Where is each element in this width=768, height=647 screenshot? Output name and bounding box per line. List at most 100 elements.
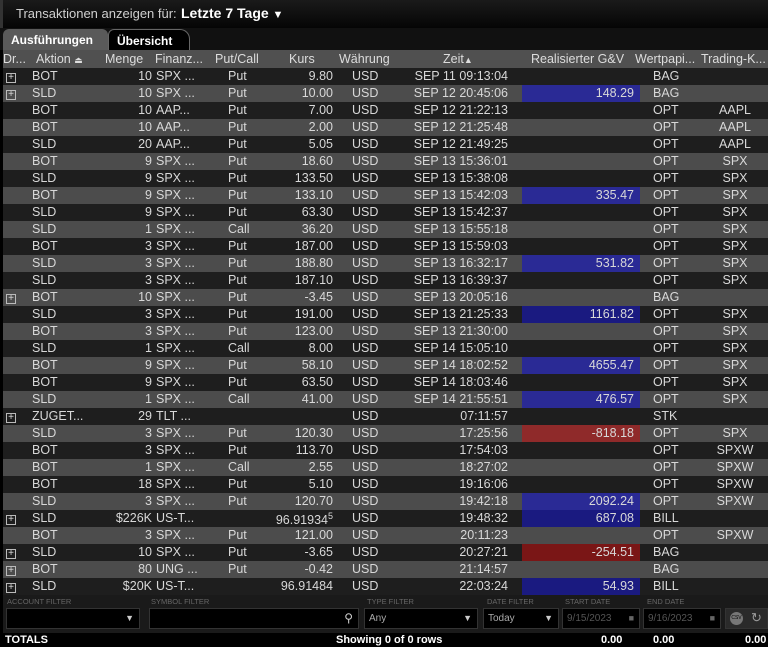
cell-putcall: Put (228, 205, 247, 219)
cell-pnl-text: 54.93 (602, 579, 634, 593)
table-row[interactable]: BOT 9 SPX ... Put 18.60 USD SEP 13 15:36:01 OPT… (3, 153, 768, 170)
col-dr[interactable]: Dr... (3, 52, 26, 66)
table-row[interactable]: + ZUGET... 29 TLT ... USD 07:11:57 STK (3, 408, 768, 425)
cell-trading-klasse: SPX (705, 205, 765, 219)
cell-menge-text: 9 (145, 171, 152, 185)
table-row[interactable]: BOT 10 AAP... Put 2.00 USD SEP 12 21:25:48 OPT A… (3, 119, 768, 136)
period-dropdown[interactable]: Letzte 7 Tage ▼ (181, 5, 283, 21)
cell-wertpapier-text: OPT (653, 103, 679, 117)
table-row[interactable]: SLD 3 SPX ... Put 191.00 USD SEP 13 21:25:33 11… (3, 306, 768, 323)
refresh-icon[interactable]: ↻ (751, 610, 762, 625)
cell-finanz-text: US-T... (156, 511, 195, 525)
expand-icon[interactable]: + (6, 69, 16, 83)
table-row[interactable]: SLD 3 SPX ... Put 188.80 USD SEP 13 16:32:17 53… (3, 255, 768, 272)
col-realisierter-gv[interactable]: Realisierter G&V (531, 52, 625, 66)
cell-aktion-text: BOT (32, 103, 58, 117)
cell-trading-klasse-text: SPXW (716, 460, 754, 474)
table-row[interactable]: SLD 20 AAP... Put 5.05 USD SEP 12 21:49:25 OPT A… (3, 136, 768, 153)
csv-export-icon[interactable]: CSV (730, 612, 743, 625)
cell-zeit: SEP 13 20:05:16 (414, 290, 508, 304)
table-row[interactable]: BOT 10 AAP... Put 7.00 USD SEP 12 21:22:13 OPT A… (3, 102, 768, 119)
cell-pnl (522, 68, 640, 85)
expand-icon[interactable]: + (6, 562, 16, 576)
table-row[interactable]: + SLD 10 SPX ... Put 10.00 USD SEP 12 20:45:06 1… (3, 85, 768, 102)
expand-icon[interactable]: + (6, 579, 16, 593)
tab-uebersicht[interactable]: Übersicht (108, 29, 190, 50)
col-zeit[interactable]: Zeit▲ (443, 52, 473, 66)
account-filter-label: ACCOUNT FILTER (7, 597, 72, 606)
table-row[interactable]: BOT 9 SPX ... Put 63.50 USD SEP 14 18:03:46 OPT… (3, 374, 768, 391)
cell-trading-klasse-text: SPX (722, 341, 748, 355)
table-row[interactable]: BOT 18 SPX ... Put 5.10 USD 19:16:06 OPT SPXW (3, 476, 768, 493)
table-row[interactable]: + SLD $226K US-T... 96.919345 USD 19:48:32 687.… (3, 510, 768, 527)
cell-pnl: 531.82 (522, 255, 640, 272)
expand-icon[interactable]: + (6, 86, 16, 100)
cell-waehrung: USD (352, 188, 378, 202)
table-row[interactable]: SLD 9 SPX ... Put 133.50 USD SEP 13 15:38:08 OP… (3, 170, 768, 187)
col-putcall[interactable]: Put/Call (215, 52, 259, 66)
table-row[interactable]: BOT 3 SPX ... Put 123.00 USD SEP 13 21:30:00 OP… (3, 323, 768, 340)
cell-zeit: 20:11:23 (460, 528, 508, 542)
cell-aktion: SLD (32, 256, 56, 270)
cell-kurs-text: 5.10 (308, 477, 333, 491)
table-row[interactable]: BOT 3 SPX ... Put 187.00 USD SEP 13 15:59:03 OP… (3, 238, 768, 255)
expand-icon[interactable]: + (6, 511, 16, 525)
table-row[interactable]: BOT 3 SPX ... Put 113.70 USD 17:54:03 OPT SPXW (3, 442, 768, 459)
table-row[interactable]: BOT 9 SPX ... Put 58.10 USD SEP 14 18:02:52 465… (3, 357, 768, 374)
cell-kurs: 120.70 (295, 494, 333, 508)
expand-icon[interactable]: + (6, 409, 16, 423)
cell-menge: 80 (138, 562, 152, 576)
col-wertpapier[interactable]: Wertpapi... (635, 52, 696, 66)
table-row[interactable]: + SLD 10 SPX ... Put -3.65 USD 20:27:21 -254.51 B… (3, 544, 768, 561)
calendar-icon[interactable]: ■ (628, 613, 634, 623)
cell-aktion: BOT (32, 239, 58, 253)
col-waehrung[interactable]: Währung (339, 52, 390, 66)
expand-icon[interactable]: + (6, 290, 16, 304)
expand-icon[interactable]: + (6, 545, 16, 559)
cell-zeit-text: 19:42:18 (459, 494, 508, 508)
table-row[interactable]: SLD 3 SPX ... Put 187.10 USD SEP 13 16:39:37 OP… (3, 272, 768, 289)
cell-menge-text: 3 (145, 494, 152, 508)
table-row[interactable]: + BOT 10 SPX ... Put -3.45 USD SEP 13 20:05:16 B… (3, 289, 768, 306)
col-trading-klasse[interactable]: Trading-K... (701, 52, 766, 66)
table-row[interactable]: SLD 9 SPX ... Put 63.30 USD SEP 13 15:42:37 OPT… (3, 204, 768, 221)
calendar-icon[interactable]: ■ (709, 613, 715, 623)
col-finanz[interactable]: Finanz... (155, 52, 203, 66)
cell-trading-klasse-text: SPX (722, 188, 748, 202)
table-row[interactable]: SLD 3 SPX ... Put 120.70 USD 19:42:18 2092.24 OP… (3, 493, 768, 510)
cell-finanz-text: SPX ... (156, 239, 195, 253)
table-row[interactable]: SLD 1 SPX ... Call 8.00 USD SEP 14 15:05:10 OPT… (3, 340, 768, 357)
cell-putcall-text: Put (228, 290, 247, 304)
cell-wertpapier: OPT (653, 443, 679, 457)
table-row[interactable]: SLD 1 SPX ... Call 36.20 USD SEP 13 15:55:18 OP… (3, 221, 768, 238)
table-row[interactable]: SLD 3 SPX ... Put 120.30 USD 17:25:56 -818.18 OP… (3, 425, 768, 442)
col-kurs[interactable]: Kurs (289, 52, 315, 66)
end-date-input[interactable]: 9/16/2023 ■ (643, 608, 721, 629)
cell-zeit-text: SEP 13 16:32:17 (413, 256, 508, 270)
account-filter-dropdown[interactable]: ▼ (6, 608, 140, 629)
cell-zeit-text: SEP 13 20:05:16 (413, 290, 508, 304)
cell-waehrung-text: USD (352, 137, 379, 151)
cell-finanz-text: SPX ... (156, 256, 195, 270)
date-filter-dropdown[interactable]: Today ▼ (483, 608, 559, 629)
cell-pnl-text: 1161.82 (589, 307, 634, 321)
cell-wertpapier: OPT (653, 460, 679, 474)
cell-zeit: 20:27:21 (459, 545, 508, 559)
table-row[interactable]: + BOT 10 SPX ... Put 9.80 USD SEP 11 09:13:04 BA… (3, 68, 768, 85)
col-menge[interactable]: Menge (105, 52, 144, 66)
symbol-filter-input[interactable]: ⚲ (149, 608, 359, 629)
cell-zeit-text: SEP 14 18:03:46 (413, 375, 508, 389)
table-row[interactable]: BOT 9 SPX ... Put 133.10 USD SEP 13 15:42:03 33… (3, 187, 768, 204)
search-icon[interactable]: ⚲ (344, 611, 353, 625)
col-aktion[interactable]: Aktion ⏏ (36, 52, 83, 66)
tab-ausfuehrungen[interactable]: Ausführungen (3, 29, 108, 50)
type-filter-dropdown[interactable]: Any ▼ (364, 608, 478, 629)
table-row[interactable]: + SLD $20K US-T... 96.91484 USD 22:03:24 54.93 B… (3, 578, 768, 595)
table-row[interactable]: + BOT 80 UNG ... Put -0.42 USD 21:14:57 BAG (3, 561, 768, 578)
table-row[interactable]: BOT 1 SPX ... Call 2.55 USD 18:27:02 OPT SPXW (3, 459, 768, 476)
cell-kurs: 41.00 (302, 392, 333, 406)
table-row[interactable]: SLD 1 SPX ... Call 41.00 USD SEP 14 21:55:51 47… (3, 391, 768, 408)
cell-finanz: AAP... (156, 137, 190, 151)
table-row[interactable]: BOT 3 SPX ... Put 121.00 USD 20:11:23 OPT SPXW (3, 527, 768, 544)
start-date-input[interactable]: 9/15/2023 ■ (562, 608, 640, 629)
